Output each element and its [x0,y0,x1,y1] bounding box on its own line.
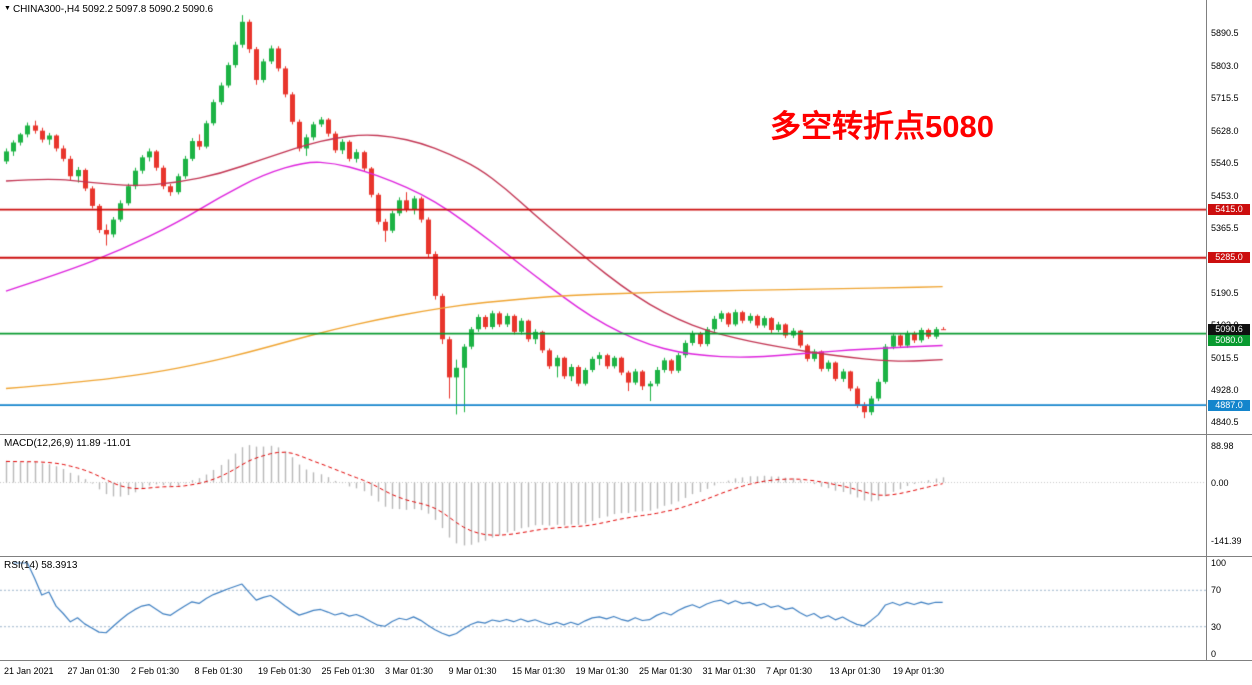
price-badge: 5285.0 [1208,252,1250,264]
time-axis-label: 15 Mar 01:30 [512,666,566,676]
symbol-info: ▼ CHINA300-,H4 5092.2 5097.8 5090.2 5090.… [4,4,213,15]
price-badge: 4887.0 [1208,399,1250,411]
price-axis-label: 4840.5 [1211,417,1239,428]
price-axis-label: 5628.0 [1211,125,1239,136]
rsi-axis[interactable]: 100 70 30 0 [1206,557,1252,660]
price-axis-label: 5890.5 [1211,28,1239,39]
macd-axis-label: 0.00 [1211,477,1229,488]
time-axis-label: 19 Feb 01:30 [258,666,312,676]
rsi-chart-canvas[interactable] [0,557,1206,660]
annotation-text[interactable]: 多空转折点5080 [770,109,994,144]
price-chart-canvas[interactable] [0,0,1206,434]
price-axis-label: 5453.0 [1211,190,1239,201]
price-axis-label: 5803.0 [1211,60,1239,71]
rsi-panel: RSI(14) 58.3913 100 70 30 0 [0,556,1252,660]
price-badge: 5090.6 [1208,324,1250,336]
price-axis-label: 4928.0 [1211,384,1239,395]
price-axis-label: 5190.5 [1211,287,1239,298]
macd-panel: MACD(12,26,9) 11.89 -11.01 88.98 0.00 -141… [0,434,1252,556]
time-axis-label: 25 Mar 01:30 [639,666,693,676]
time-axis-label: 3 Mar 01:30 [385,666,434,676]
rsi-axis-label: 0 [1211,649,1217,659]
rsi-label: RSI(14) 58.3913 [4,560,78,571]
time-axis-label: 21 Jan 2021 [4,666,54,676]
price-axis-label: 5015.5 [1211,352,1239,363]
symbol-timeframe-label: CHINA300-,H4 [12,4,80,15]
time-axis-label: 25 Feb 01:30 [321,666,375,676]
macd-axis-label: 88.98 [1211,440,1234,451]
macd-axis-label: -141.39 [1211,536,1242,547]
rsi-axis-label: 30 [1211,621,1222,632]
time-axis[interactable]: 21 Jan 2021 27 Jan 01:30 2 Feb 01:30 8 Feb … [0,660,1252,685]
rsi-axis-label: 70 [1211,585,1222,596]
price-badge: 5415.0 [1208,204,1250,216]
rsi-axis-label: 100 [1211,558,1227,568]
time-axis-label: 19 Mar 01:30 [575,666,629,676]
ohlc-values: 5092.2 5097.8 5090.2 5090.6 [82,4,214,15]
time-axis-label: 9 Mar 01:30 [448,666,497,676]
price-axis[interactable]: 5890.5 5803.0 5715.5 5628.0 5540.5 5453.0 5365… [1206,0,1252,434]
time-axis-label: 8 Feb 01:30 [194,666,243,676]
macd-chart-canvas[interactable] [0,435,1206,556]
price-badge: 5080.0 [1208,335,1250,347]
price-axis-label: 5715.5 [1211,93,1239,104]
macd-axis[interactable]: 88.98 0.00 -141.39 [1206,435,1252,556]
time-axis-label: 19 Apr 01:30 [893,666,945,676]
time-axis-label: 31 Mar 01:30 [702,666,756,676]
time-axis-label: 7 Apr 01:30 [766,666,813,676]
price-axis-label: 5540.5 [1211,158,1239,169]
time-axis-label: 13 Apr 01:30 [829,666,881,676]
price-panel: ▼ CHINA300-,H4 5092.2 5097.8 5090.2 5090.… [0,0,1252,434]
macd-label: MACD(12,26,9) 11.89 -11.01 [4,438,131,449]
time-axis-label: 2 Feb 01:30 [131,666,180,676]
time-axis-label: 27 Jan 01:30 [67,666,120,676]
price-axis-label: 5365.5 [1211,222,1239,233]
symbol-marker-icon: ▼ [4,5,11,12]
